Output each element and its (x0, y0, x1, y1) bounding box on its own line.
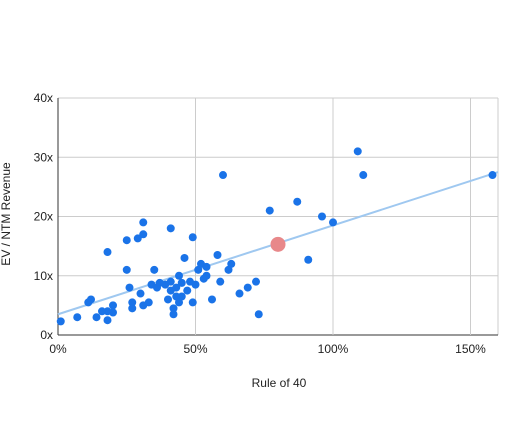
x-axis-title: Rule of 40 (252, 376, 307, 390)
data-point (87, 295, 95, 304)
data-point (109, 308, 117, 317)
data-point (329, 218, 337, 227)
data-point (164, 295, 172, 304)
data-point (150, 265, 159, 274)
data-point (235, 289, 244, 298)
data-point (98, 307, 106, 316)
data-point (139, 230, 148, 239)
y-tick-label: 0x (40, 328, 53, 342)
data-point (92, 313, 101, 322)
data-point (293, 197, 302, 206)
data-point (488, 171, 497, 180)
x-tick-label: 100% (318, 342, 349, 356)
y-tick-label: 40x (34, 91, 53, 105)
data-point (139, 218, 148, 227)
y-axis-ticks: 0x 10x 20x 30x 40x (34, 91, 53, 342)
data-point (243, 283, 252, 292)
y-axis-title: EV / NTM Revenue (0, 162, 13, 266)
data-point (216, 277, 225, 286)
data-point (166, 277, 175, 286)
data-point (208, 295, 216, 304)
data-point (133, 234, 142, 243)
data-point (122, 265, 131, 274)
data-point (136, 289, 145, 298)
data-point (109, 301, 117, 310)
x-tick-label: 0% (49, 342, 67, 356)
data-point (252, 277, 260, 286)
highlighted-data-point (270, 236, 286, 252)
data-point (166, 224, 175, 233)
data-point (265, 206, 274, 215)
data-point (188, 298, 197, 307)
highlight-layer (270, 236, 286, 252)
data-point (128, 298, 137, 307)
data-point (254, 310, 263, 319)
data-point (128, 304, 137, 313)
x-tick-label: 150% (455, 342, 486, 356)
data-point (175, 271, 183, 280)
data-points (56, 147, 497, 326)
data-point (177, 278, 186, 287)
data-point (202, 262, 211, 271)
data-point (202, 271, 211, 280)
data-point (318, 212, 326, 221)
data-point (169, 304, 178, 313)
data-point (353, 147, 362, 156)
y-tick-label: 10x (34, 269, 53, 283)
data-point (103, 316, 112, 325)
data-point (227, 259, 236, 268)
data-point (172, 283, 181, 292)
data-point (56, 317, 65, 326)
data-point (122, 236, 131, 245)
data-point (125, 283, 134, 292)
data-point (177, 292, 186, 301)
data-point (103, 248, 112, 257)
y-tick-label: 30x (34, 150, 53, 164)
data-point (144, 298, 153, 307)
data-point (304, 255, 313, 264)
data-point (191, 280, 200, 289)
grid (57, 97, 499, 336)
data-point (73, 313, 82, 322)
data-point (188, 233, 197, 242)
y-tick-label: 20x (34, 210, 53, 224)
x-tick-label: 50% (183, 342, 207, 356)
data-point (359, 171, 368, 180)
x-axis-ticks: 0% 50% 100% 150% (49, 342, 486, 356)
data-point (183, 286, 192, 295)
data-point (219, 171, 227, 180)
data-point (213, 251, 222, 260)
data-point (169, 310, 178, 319)
data-point (180, 253, 189, 262)
